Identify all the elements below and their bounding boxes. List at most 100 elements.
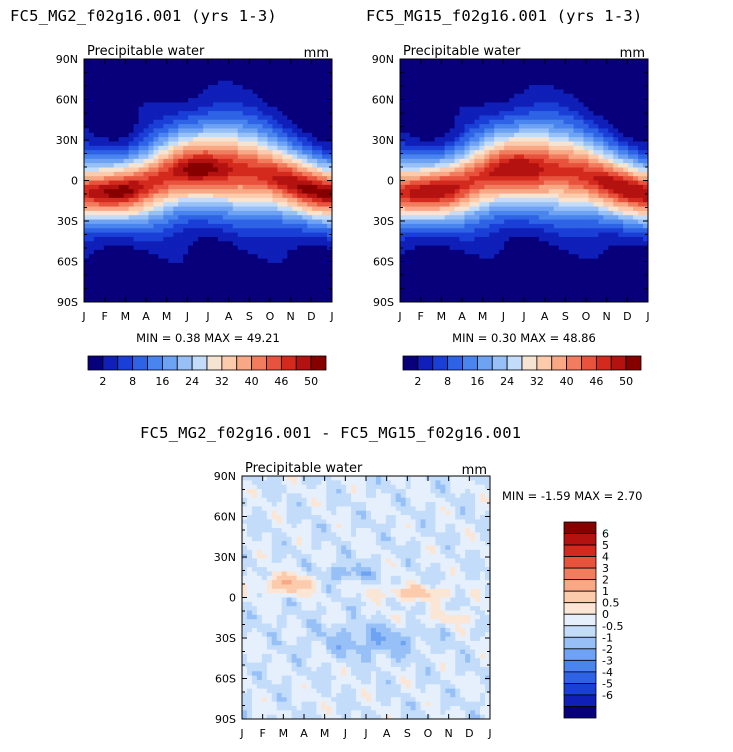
field-cell xyxy=(489,141,495,147)
field-cell xyxy=(317,197,323,203)
field-cell xyxy=(302,232,308,238)
field-cell xyxy=(327,98,333,103)
field-cell xyxy=(217,223,224,229)
field-cell xyxy=(454,145,461,151)
field-cell xyxy=(449,197,456,203)
field-cell xyxy=(242,171,249,177)
field-cell xyxy=(252,163,259,168)
field-cell xyxy=(282,262,288,268)
field-cell xyxy=(163,184,169,190)
field-cell xyxy=(287,210,293,216)
field-cell xyxy=(128,137,135,142)
field-cell xyxy=(272,297,278,303)
field-cell xyxy=(312,124,318,129)
field-cell xyxy=(439,284,446,290)
field-cell xyxy=(88,228,95,234)
field-cell xyxy=(183,80,189,86)
field-cell xyxy=(454,98,461,103)
field-cell xyxy=(563,85,570,90)
field-cell xyxy=(429,176,436,181)
field-cell xyxy=(217,275,224,281)
field-cell xyxy=(519,236,525,242)
field-cell xyxy=(128,210,135,216)
field-cell xyxy=(543,223,550,229)
field-cell xyxy=(193,275,199,281)
field-cell xyxy=(528,249,535,255)
field-cell xyxy=(573,297,580,303)
field-cell xyxy=(98,271,105,277)
field-cell xyxy=(548,293,555,299)
field-cell xyxy=(429,102,436,108)
field-cell xyxy=(168,241,174,247)
field-cell xyxy=(449,258,456,264)
field-cell xyxy=(282,275,288,281)
field-cell xyxy=(424,275,431,281)
field-cell xyxy=(459,232,465,238)
field-cell xyxy=(123,189,130,195)
field-cell xyxy=(499,223,505,229)
field-cell xyxy=(419,67,426,73)
field-cell xyxy=(178,245,184,251)
field-cell xyxy=(317,280,323,286)
field-cell xyxy=(242,85,249,90)
field-cell xyxy=(514,197,520,203)
field-cell xyxy=(178,93,184,99)
field-cell xyxy=(528,111,535,116)
field-cell xyxy=(247,280,254,286)
field-cell xyxy=(479,206,485,212)
field-cell xyxy=(193,249,199,255)
field-cell xyxy=(128,132,135,138)
field-cell xyxy=(93,145,100,151)
field-cell xyxy=(252,228,259,234)
field-cell xyxy=(208,219,214,225)
field-cell xyxy=(573,80,580,86)
field-cell xyxy=(400,128,406,134)
field-cell xyxy=(277,202,283,208)
field-cell xyxy=(424,176,431,181)
field-cell xyxy=(499,262,505,268)
field-cell xyxy=(163,223,169,229)
field-cell xyxy=(409,72,416,77)
field-cell xyxy=(222,219,229,225)
field-cell xyxy=(267,76,273,82)
field-cell xyxy=(459,262,465,268)
field-cell xyxy=(548,180,555,186)
field-cell xyxy=(252,258,259,264)
field-cell xyxy=(282,297,288,303)
field-cell xyxy=(193,297,199,303)
field-cell xyxy=(168,137,174,142)
field-cell xyxy=(409,132,416,138)
field-cell xyxy=(400,202,406,208)
field-cell xyxy=(232,202,239,208)
field-cell xyxy=(464,124,470,129)
field-cell xyxy=(267,193,273,199)
field-cell xyxy=(322,189,328,195)
field-cell xyxy=(262,171,269,177)
field-cell xyxy=(307,119,313,125)
field-cell xyxy=(429,241,436,247)
field-cell xyxy=(113,85,120,90)
field-cell xyxy=(88,293,95,299)
field-cell xyxy=(297,85,303,90)
field-cell xyxy=(484,63,490,69)
field-cell xyxy=(88,245,95,251)
field-cell xyxy=(479,106,485,112)
field-cell xyxy=(118,72,125,77)
field-cell xyxy=(237,267,244,273)
field-cell xyxy=(464,197,470,203)
field-cell xyxy=(449,223,456,229)
field-cell xyxy=(434,141,441,147)
field-cell xyxy=(509,262,515,268)
field-cell xyxy=(454,184,461,190)
field-cell xyxy=(113,267,120,273)
field-cell xyxy=(138,202,145,208)
field-cell xyxy=(429,297,436,303)
field-cell xyxy=(479,141,485,147)
field-cell xyxy=(479,223,485,229)
field-cell xyxy=(327,154,333,160)
field-cell xyxy=(183,197,189,203)
field-cell xyxy=(543,63,550,69)
field-cell xyxy=(474,176,480,181)
field-cell xyxy=(108,271,115,277)
field-cell xyxy=(93,163,100,168)
